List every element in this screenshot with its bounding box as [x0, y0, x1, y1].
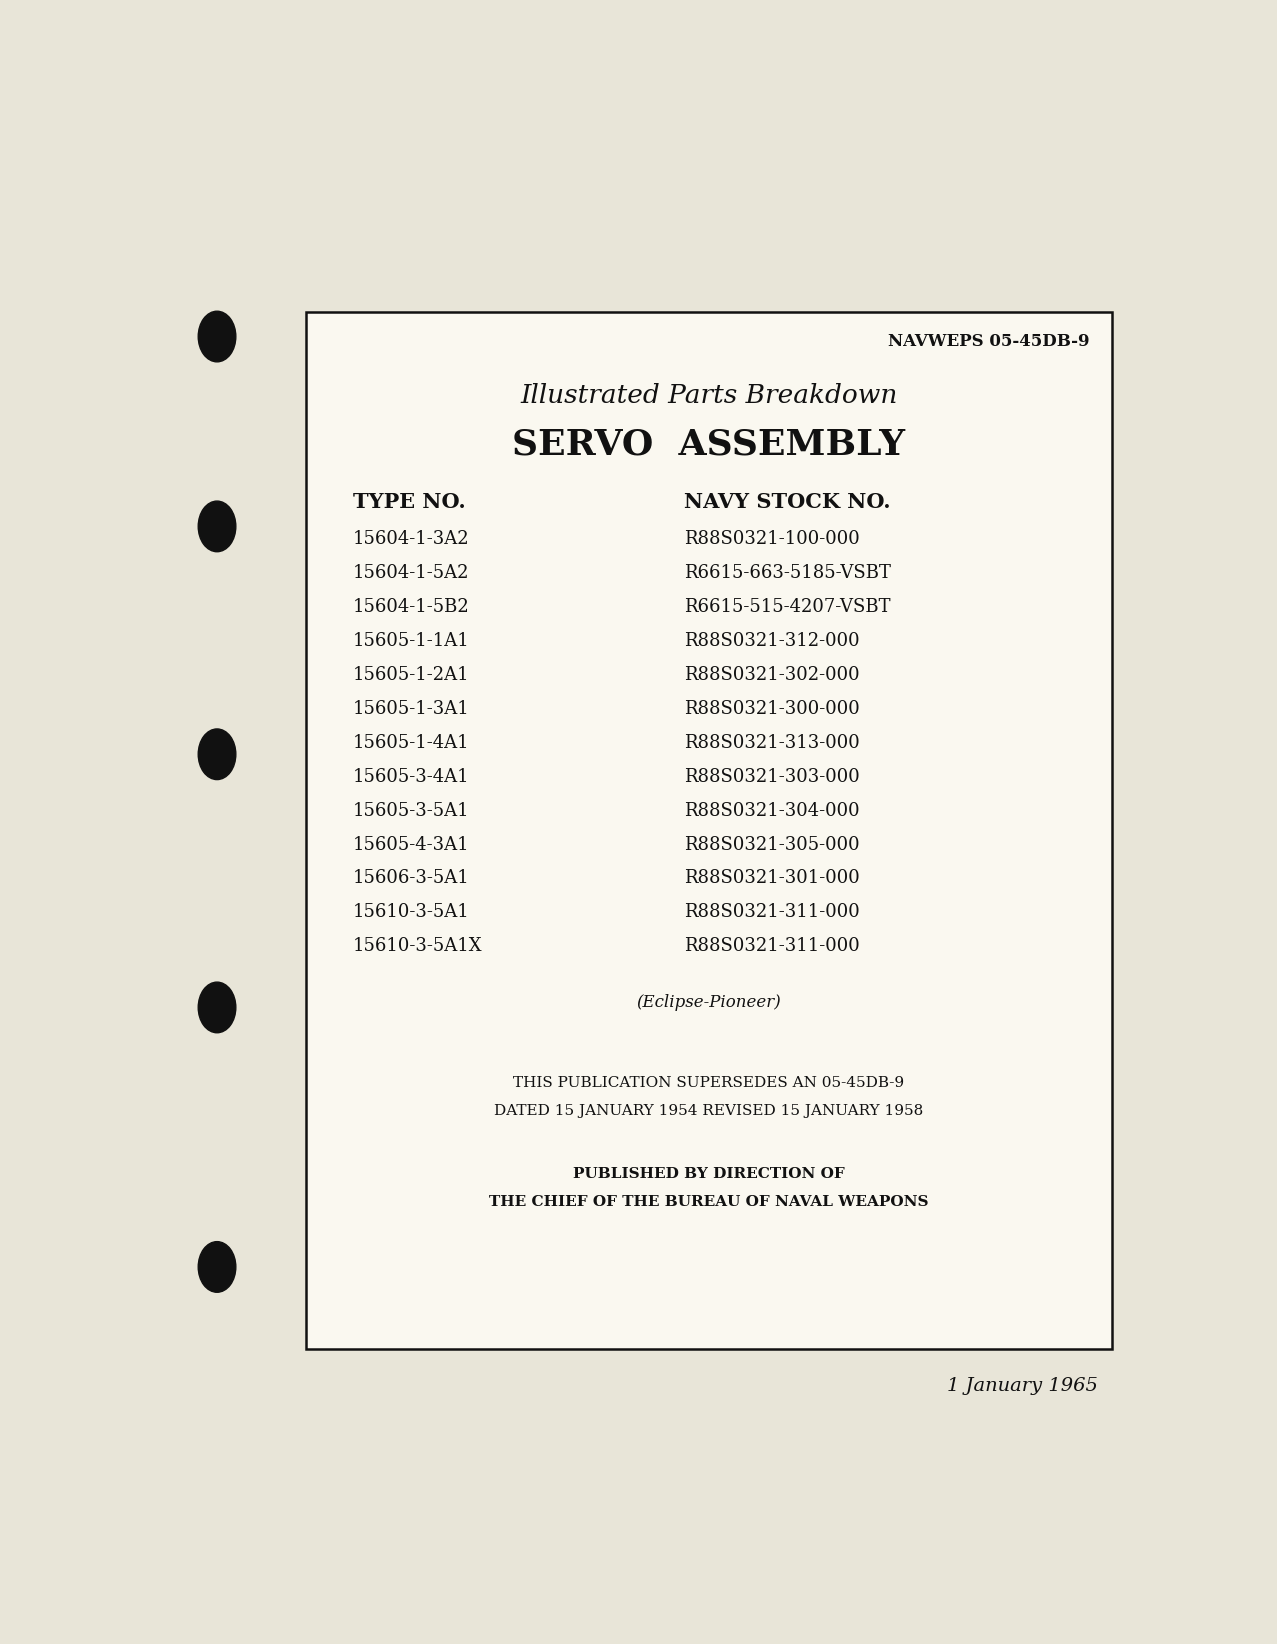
Text: R6615-515-4207-VSBT: R6615-515-4207-VSBT	[684, 598, 890, 616]
Text: 15606-3-5A1: 15606-3-5A1	[352, 870, 470, 888]
Text: 1 January 1965: 1 January 1965	[948, 1378, 1098, 1396]
Text: 15604-1-3A2: 15604-1-3A2	[352, 531, 469, 547]
Text: R88S0321-305-000: R88S0321-305-000	[684, 835, 859, 853]
Text: R88S0321-300-000: R88S0321-300-000	[684, 700, 859, 718]
Text: NAVY STOCK NO.: NAVY STOCK NO.	[684, 492, 891, 513]
Text: 15605-1-2A1: 15605-1-2A1	[352, 666, 469, 684]
Text: R88S0321-303-000: R88S0321-303-000	[684, 768, 859, 786]
Ellipse shape	[198, 981, 236, 1032]
Text: (Eclipse-Pioneer): (Eclipse-Pioneer)	[636, 995, 782, 1011]
Text: 15605-3-5A1: 15605-3-5A1	[352, 802, 469, 820]
Text: SERVO  ASSEMBLY: SERVO ASSEMBLY	[512, 427, 905, 462]
Text: NAVWEPS 05-45DB-9: NAVWEPS 05-45DB-9	[889, 332, 1089, 350]
Text: 15604-1-5A2: 15604-1-5A2	[352, 564, 469, 582]
Text: R88S0321-311-000: R88S0321-311-000	[684, 904, 859, 921]
Text: 15605-1-1A1: 15605-1-1A1	[352, 631, 470, 649]
Text: 15605-1-4A1: 15605-1-4A1	[352, 733, 469, 751]
Text: DATED 15 JANUARY 1954 REVISED 15 JANUARY 1958: DATED 15 JANUARY 1954 REVISED 15 JANUARY…	[494, 1105, 923, 1118]
Text: THE CHIEF OF THE BUREAU OF NAVAL WEAPONS: THE CHIEF OF THE BUREAU OF NAVAL WEAPONS	[489, 1195, 928, 1210]
Text: R88S0321-302-000: R88S0321-302-000	[684, 666, 859, 684]
Text: Illustrated Parts Breakdown: Illustrated Parts Breakdown	[520, 383, 898, 408]
Ellipse shape	[198, 728, 236, 779]
Text: 15605-4-3A1: 15605-4-3A1	[352, 835, 469, 853]
Text: 15604-1-5B2: 15604-1-5B2	[352, 598, 470, 616]
Text: 15610-3-5A1X: 15610-3-5A1X	[352, 937, 483, 955]
Text: TYPE NO.: TYPE NO.	[352, 492, 465, 513]
Text: R88S0321-100-000: R88S0321-100-000	[684, 531, 859, 547]
Text: R88S0321-313-000: R88S0321-313-000	[684, 733, 859, 751]
Ellipse shape	[198, 501, 236, 552]
Text: R88S0321-312-000: R88S0321-312-000	[684, 631, 859, 649]
Ellipse shape	[198, 311, 236, 362]
Text: R88S0321-304-000: R88S0321-304-000	[684, 802, 859, 820]
Text: THIS PUBLICATION SUPERSEDES AN 05-45DB-9: THIS PUBLICATION SUPERSEDES AN 05-45DB-9	[513, 1077, 904, 1090]
Text: R88S0321-311-000: R88S0321-311-000	[684, 937, 859, 955]
Text: R88S0321-301-000: R88S0321-301-000	[684, 870, 859, 888]
Text: 15610-3-5A1: 15610-3-5A1	[352, 904, 470, 921]
Ellipse shape	[198, 1241, 236, 1292]
Text: R6615-663-5185-VSBT: R6615-663-5185-VSBT	[684, 564, 891, 582]
Bar	[306, 312, 1112, 1350]
Text: PUBLISHED BY DIRECTION OF: PUBLISHED BY DIRECTION OF	[573, 1167, 845, 1182]
Text: 15605-3-4A1: 15605-3-4A1	[352, 768, 469, 786]
Text: 15605-1-3A1: 15605-1-3A1	[352, 700, 470, 718]
